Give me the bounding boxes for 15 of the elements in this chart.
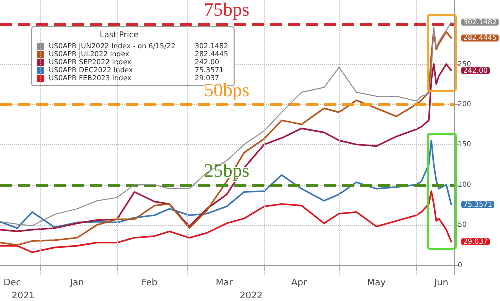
x-tick-label: Mar <box>216 278 234 288</box>
text: 2021 <box>12 292 35 301</box>
line-series <box>0 64 452 232</box>
ref-line-label: 75bps <box>204 0 250 22</box>
x-tick-label: Feb <box>142 278 158 288</box>
ref-line-label: 50bps <box>204 80 250 102</box>
x-tick-label: Jan <box>69 278 84 288</box>
x-tick-label: Dec <box>4 278 22 288</box>
x-tick-label: Apr <box>292 278 308 288</box>
legend-title: Last Price <box>100 30 139 40</box>
x-tick-label: Jun <box>433 278 449 288</box>
text: 2022 <box>240 292 263 301</box>
line-series <box>0 190 452 254</box>
line-series <box>0 140 452 230</box>
x-tick-label: May <box>367 278 387 288</box>
